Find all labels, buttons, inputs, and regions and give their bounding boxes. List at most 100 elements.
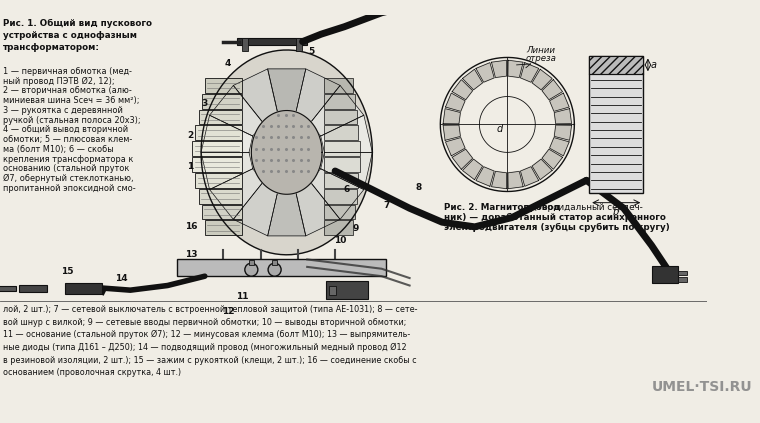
- Bar: [272, 261, 277, 265]
- Bar: [249, 261, 254, 265]
- Bar: [324, 204, 355, 220]
- Text: 8: 8: [416, 183, 422, 192]
- Circle shape: [245, 263, 258, 276]
- Polygon shape: [268, 189, 306, 236]
- Circle shape: [268, 263, 281, 276]
- Text: 6: 6: [344, 185, 350, 194]
- Text: UMEL·TSI.RU: UMEL·TSI.RU: [651, 380, 752, 394]
- Polygon shape: [201, 115, 253, 152]
- Polygon shape: [321, 115, 372, 152]
- Polygon shape: [295, 182, 340, 236]
- Bar: [589, 55, 643, 193]
- Text: Рис. 1. Общий вид пускового
устройства с однофазным
трансформатором:: Рис. 1. Общий вид пускового устройства с…: [3, 19, 152, 52]
- Text: крепления трансформатора к: крепления трансформатора к: [3, 155, 133, 164]
- Bar: [324, 110, 356, 124]
- Polygon shape: [532, 159, 553, 180]
- Polygon shape: [268, 69, 306, 115]
- Text: 5: 5: [309, 47, 315, 56]
- Bar: [204, 78, 242, 93]
- Text: Ø7, обернутый стеклотканью,: Ø7, обернутый стеклотканью,: [3, 174, 134, 184]
- Text: ручкой (стальная полоса 20х3);: ручкой (стальная полоса 20х3);: [3, 115, 141, 125]
- Bar: [198, 189, 242, 203]
- Polygon shape: [463, 69, 483, 90]
- Text: обмотки; 5 — плюсовая клем-: обмотки; 5 — плюсовая клем-: [3, 135, 132, 144]
- Text: Рис. 2. Магнитопровод: Рис. 2. Магнитопровод: [444, 203, 561, 212]
- Text: 2 — вторичная обмотка (алю-: 2 — вторичная обмотка (алю-: [3, 86, 131, 95]
- Text: 16: 16: [185, 222, 197, 231]
- Polygon shape: [210, 169, 263, 220]
- Polygon shape: [201, 152, 253, 190]
- Text: d: d: [497, 124, 503, 134]
- Bar: [324, 78, 353, 93]
- Bar: [177, 259, 386, 276]
- Bar: [326, 281, 368, 299]
- Polygon shape: [443, 125, 461, 140]
- Bar: [328, 286, 336, 295]
- Text: 10: 10: [334, 236, 346, 245]
- Bar: [324, 141, 360, 156]
- Polygon shape: [554, 125, 572, 140]
- Bar: [324, 173, 359, 188]
- Polygon shape: [295, 69, 340, 123]
- Text: ник) — доработанный статор асинхронного: ник) — доработанный статор асинхронного: [444, 213, 666, 222]
- Polygon shape: [476, 63, 494, 82]
- Text: лой, 2 шт.); 7 — сетевой выключатель с встроенной тепловой защитой (типа АЕ-1031: лой, 2 шт.); 7 — сетевой выключатель с в…: [3, 305, 417, 377]
- Text: 7: 7: [383, 201, 390, 210]
- Polygon shape: [521, 167, 539, 186]
- Bar: [204, 220, 242, 235]
- Bar: [324, 94, 355, 109]
- Polygon shape: [443, 109, 461, 124]
- Polygon shape: [532, 69, 553, 90]
- Polygon shape: [554, 109, 572, 124]
- Bar: [324, 157, 360, 172]
- Text: 4 — общий вывод вторичной: 4 — общий вывод вторичной: [3, 125, 128, 135]
- Bar: [18, 285, 46, 292]
- Bar: [0, 286, 16, 291]
- Bar: [195, 125, 242, 140]
- Polygon shape: [463, 159, 483, 180]
- Bar: [198, 110, 242, 124]
- Text: b: b: [613, 207, 619, 217]
- Text: 3: 3: [201, 99, 208, 108]
- Text: 1 — первичная обмотка (мед-: 1 — первичная обмотка (мед-: [3, 67, 131, 76]
- Text: 1: 1: [187, 162, 193, 171]
- Polygon shape: [210, 85, 263, 136]
- Text: 9: 9: [353, 224, 359, 233]
- Bar: [237, 38, 307, 45]
- Polygon shape: [321, 152, 372, 190]
- Bar: [192, 141, 242, 156]
- Text: основанию (стальной пруток: основанию (стальной пруток: [3, 165, 129, 173]
- Bar: [324, 125, 359, 140]
- Text: a: a: [651, 60, 657, 70]
- Text: 14: 14: [115, 274, 128, 283]
- Text: электродвигателя (зубцы срубить по кругу): электродвигателя (зубцы срубить по кругу…: [444, 223, 670, 232]
- Polygon shape: [549, 137, 569, 156]
- Bar: [201, 204, 242, 220]
- Bar: [324, 220, 353, 235]
- Bar: [201, 94, 242, 109]
- Polygon shape: [310, 85, 364, 136]
- Text: 11: 11: [236, 292, 249, 301]
- Text: (тороидальный сердеч-: (тороидальный сердеч-: [530, 203, 642, 212]
- Bar: [192, 157, 242, 172]
- Text: миниевая шина Scеч = 36 мм²);: миниевая шина Scеч = 36 мм²);: [3, 96, 139, 105]
- Text: ма (болт М10); 6 — скобы: ма (болт М10); 6 — скобы: [3, 145, 113, 154]
- Bar: [65, 283, 103, 294]
- Polygon shape: [252, 110, 322, 194]
- Polygon shape: [492, 171, 507, 189]
- Text: ный провод ПЭТВ Ø2, 12);: ный провод ПЭТВ Ø2, 12);: [3, 77, 115, 86]
- Bar: [242, 38, 248, 51]
- Text: 15: 15: [61, 267, 73, 276]
- Polygon shape: [492, 60, 507, 77]
- Polygon shape: [542, 149, 562, 169]
- Polygon shape: [440, 58, 575, 192]
- Polygon shape: [201, 50, 372, 255]
- Bar: [589, 55, 643, 74]
- Text: 12: 12: [222, 307, 234, 316]
- Text: 2: 2: [187, 131, 193, 140]
- Polygon shape: [542, 80, 562, 100]
- Polygon shape: [508, 60, 523, 77]
- Text: 13: 13: [185, 250, 197, 259]
- Polygon shape: [445, 137, 465, 156]
- Polygon shape: [476, 167, 494, 186]
